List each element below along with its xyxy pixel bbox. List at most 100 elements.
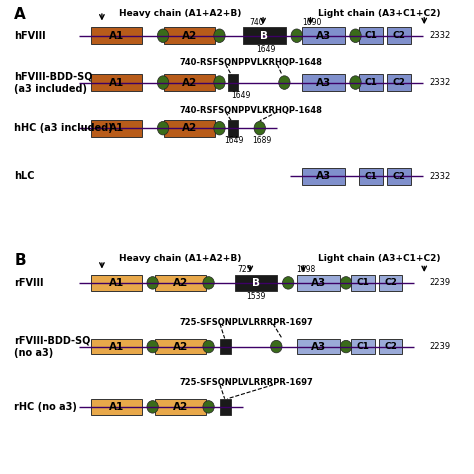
- Text: 725-SFSQNPLVLRRRPR-1697: 725-SFSQNPLVLRRRPR-1697: [180, 318, 313, 327]
- Text: 1649: 1649: [231, 91, 250, 100]
- Text: C1: C1: [364, 172, 377, 181]
- Bar: [155, 399, 206, 415]
- Bar: [91, 399, 142, 415]
- Text: C2: C2: [392, 31, 406, 40]
- Text: B: B: [261, 31, 268, 41]
- Text: rFVIII-BDD-SQ
(no a3): rFVIII-BDD-SQ (no a3): [14, 336, 91, 358]
- Text: 1649: 1649: [225, 137, 244, 146]
- Bar: [351, 275, 375, 291]
- Ellipse shape: [340, 340, 352, 353]
- Ellipse shape: [203, 340, 214, 353]
- Ellipse shape: [147, 401, 158, 413]
- Text: C1: C1: [364, 31, 377, 40]
- Text: A3: A3: [311, 342, 326, 352]
- Text: B: B: [252, 278, 260, 288]
- Bar: [220, 399, 231, 415]
- Text: hFVIII: hFVIII: [14, 31, 46, 41]
- Text: 1698: 1698: [296, 265, 315, 274]
- Ellipse shape: [147, 277, 158, 289]
- Text: Light chain (A3+C1+C2): Light chain (A3+C1+C2): [318, 9, 440, 18]
- Text: 740-RSFSQNPPVLKRHQP-1648: 740-RSFSQNPPVLKRHQP-1648: [180, 58, 323, 67]
- Bar: [91, 120, 142, 137]
- Ellipse shape: [254, 121, 265, 135]
- Ellipse shape: [147, 340, 158, 353]
- Ellipse shape: [157, 76, 169, 89]
- Text: 1649: 1649: [257, 45, 276, 54]
- Text: 2332: 2332: [429, 78, 451, 87]
- Text: 2239: 2239: [429, 342, 451, 351]
- Text: A2: A2: [182, 123, 197, 133]
- Text: A1: A1: [109, 278, 124, 288]
- Bar: [91, 27, 142, 44]
- Text: A1: A1: [109, 342, 124, 352]
- Bar: [387, 168, 411, 184]
- Text: A2: A2: [182, 31, 197, 41]
- Text: hLC: hLC: [14, 171, 35, 181]
- Text: A1: A1: [109, 31, 124, 41]
- Text: C1: C1: [364, 78, 377, 87]
- Bar: [387, 74, 411, 91]
- Ellipse shape: [157, 121, 169, 135]
- Text: 2332: 2332: [429, 172, 451, 181]
- Text: 725-SFSQNPLVLRRRPR-1697: 725-SFSQNPLVLRRRPR-1697: [180, 379, 313, 387]
- Text: 740-RSFSQNPPVLKRHQP-1648: 740-RSFSQNPPVLKRHQP-1648: [180, 106, 323, 115]
- Bar: [228, 120, 238, 137]
- Text: A: A: [14, 8, 26, 22]
- Text: A2: A2: [173, 402, 188, 412]
- Bar: [91, 275, 142, 291]
- Text: 725: 725: [238, 265, 252, 274]
- Text: A1: A1: [109, 78, 124, 88]
- Ellipse shape: [203, 277, 214, 289]
- Text: Heavy chain (A1+A2+B): Heavy chain (A1+A2+B): [119, 255, 241, 264]
- Text: rHC (no a3): rHC (no a3): [14, 402, 77, 412]
- Ellipse shape: [283, 277, 294, 289]
- Text: A3: A3: [311, 278, 326, 288]
- Bar: [235, 275, 277, 291]
- Text: A2: A2: [173, 342, 188, 352]
- Text: rFVIII: rFVIII: [14, 278, 44, 288]
- Text: A2: A2: [182, 78, 197, 88]
- Text: 1539: 1539: [246, 292, 265, 301]
- Text: C1: C1: [356, 278, 370, 287]
- Text: hFVIII-BDD-SQ
(a3 included): hFVIII-BDD-SQ (a3 included): [14, 72, 93, 94]
- Bar: [387, 27, 411, 44]
- Text: 1689: 1689: [252, 137, 271, 146]
- Text: 2239: 2239: [429, 278, 451, 287]
- Bar: [302, 168, 345, 184]
- Text: C2: C2: [392, 172, 406, 181]
- Bar: [351, 339, 375, 355]
- Bar: [164, 74, 215, 91]
- Bar: [359, 27, 383, 44]
- Text: hHC (a3 included): hHC (a3 included): [14, 123, 113, 133]
- Text: A2: A2: [173, 278, 188, 288]
- Bar: [243, 27, 286, 44]
- Text: 1690: 1690: [302, 18, 321, 27]
- Bar: [164, 120, 215, 137]
- Ellipse shape: [271, 340, 282, 353]
- Bar: [155, 275, 206, 291]
- Ellipse shape: [350, 76, 361, 89]
- Bar: [359, 168, 383, 184]
- Bar: [379, 275, 402, 291]
- Text: A3: A3: [316, 171, 331, 181]
- Bar: [155, 339, 206, 355]
- Ellipse shape: [291, 29, 302, 43]
- Text: A1: A1: [109, 123, 124, 133]
- Text: C1: C1: [356, 342, 370, 351]
- Bar: [359, 74, 383, 91]
- Bar: [302, 74, 345, 91]
- Ellipse shape: [203, 401, 214, 413]
- Ellipse shape: [214, 121, 225, 135]
- Text: C2: C2: [392, 78, 406, 87]
- Text: 740: 740: [249, 18, 264, 27]
- Text: A1: A1: [109, 402, 124, 412]
- Ellipse shape: [340, 277, 352, 289]
- Text: C2: C2: [384, 278, 397, 287]
- Bar: [228, 74, 238, 91]
- Ellipse shape: [214, 29, 225, 43]
- Text: C2: C2: [384, 342, 397, 351]
- Text: 2332: 2332: [429, 31, 451, 40]
- Bar: [297, 275, 340, 291]
- Text: A3: A3: [316, 78, 331, 88]
- Ellipse shape: [157, 29, 169, 43]
